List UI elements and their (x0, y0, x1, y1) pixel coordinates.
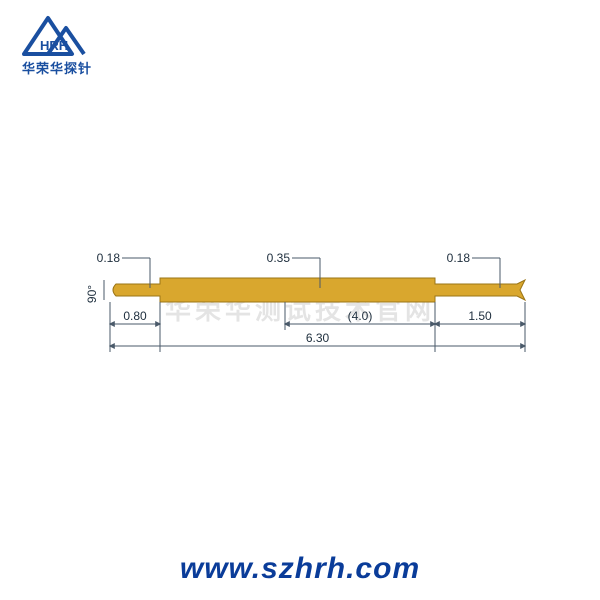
footer-url: www.szhrh.com (0, 552, 600, 586)
logo-text-cn: 华荣华探针 (22, 58, 92, 77)
svg-text:0.80: 0.80 (123, 309, 147, 323)
svg-text:1.50: 1.50 (468, 309, 492, 323)
logo-text-en: HRH (40, 38, 68, 53)
svg-text:0.18: 0.18 (447, 251, 471, 265)
svg-text:0.35: 0.35 (267, 251, 291, 265)
svg-text:(4.0): (4.0) (348, 309, 373, 323)
page: HRH 华荣华探针 华荣华测试技术官网 0.180.350.1890°0.80(… (0, 0, 600, 600)
brand-logo: HRH 华荣华探针 (22, 14, 92, 77)
svg-text:6.30: 6.30 (306, 331, 330, 345)
svg-text:90°: 90° (85, 285, 99, 303)
svg-text:0.18: 0.18 (97, 251, 121, 265)
logo-mark: HRH (22, 14, 90, 56)
probe-diagram: 0.18 0.35 0.18 90° 0.80 (4.0) 1.50 6.30 (0, 250, 600, 390)
